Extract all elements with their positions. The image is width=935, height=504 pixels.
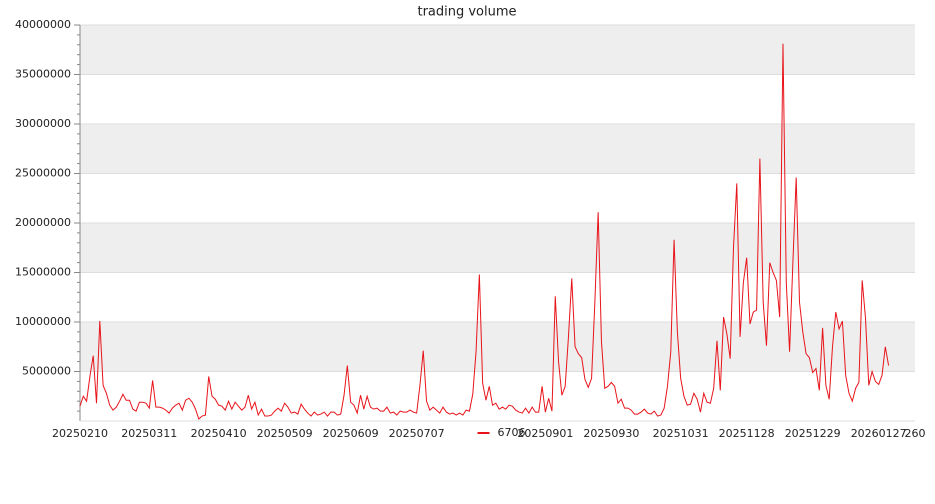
grid-band [80,322,915,372]
legend-label: 6706 [498,426,526,439]
x-tick-label: 20250210 [52,427,108,440]
x-tick-label: 20251031 [653,427,709,440]
chart-title: trading volume [417,5,516,20]
grid-band [80,25,915,75]
y-tick-label: 30000000 [15,117,71,130]
x-tick-label: 260 [905,427,926,440]
x-tick-label: 20250311 [121,427,177,440]
x-tick-label: 20250509 [257,427,313,440]
y-tick-label: 10000000 [15,315,71,328]
x-tick-label: 20250930 [583,427,639,440]
grid-band [80,223,915,273]
x-tick-label: 20251128 [719,427,775,440]
y-tick-label: 5000000 [22,365,71,378]
x-tick-label: 20251229 [785,427,841,440]
grid-band [80,124,915,174]
y-tick-label: 35000000 [15,68,71,81]
x-tick-label: 20250707 [389,427,445,440]
x-tick-label: 20250609 [323,427,379,440]
y-tick-label: 25000000 [15,167,71,180]
x-tick-label: 20250410 [191,427,247,440]
y-tick-label: 20000000 [15,216,71,229]
y-tick-label: 40000000 [15,18,71,31]
y-tick-label: 15000000 [15,266,71,279]
x-tick-label: 20250901 [517,427,573,440]
x-tick-label: 20260127 [851,427,907,440]
data-line [79,43,890,420]
